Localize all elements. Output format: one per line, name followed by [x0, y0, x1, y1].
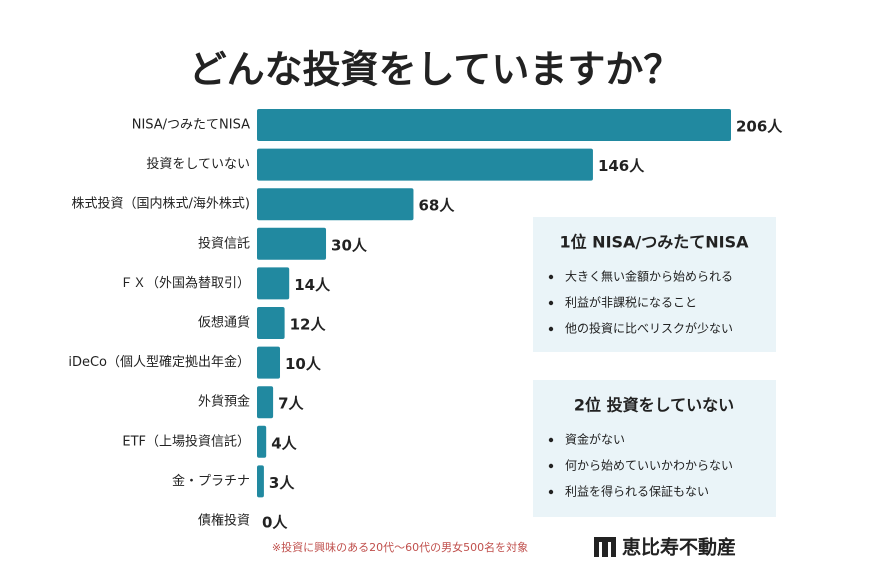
value-label: 14人: [294, 276, 331, 294]
note-item: 何から始めていいかわからない: [565, 459, 733, 473]
bullet: [548, 463, 554, 469]
value-label: 7人: [278, 395, 304, 413]
note-item: 大きく無い金額から始められる: [565, 269, 733, 284]
bullet: [548, 437, 554, 443]
value-label: 4人: [271, 434, 297, 452]
note-item: 利益を得られる保証もない: [565, 484, 709, 499]
note-title: 2位 投資をしていない: [574, 396, 734, 415]
category-label: 金・プラチナ: [172, 473, 250, 489]
bullet: [548, 274, 554, 280]
value-label: 206人: [736, 118, 783, 136]
bar: [257, 267, 290, 300]
category-label: 投資信託: [198, 235, 250, 251]
bar: [257, 188, 414, 221]
category-label: 債権投資: [198, 513, 250, 529]
category-label: 外貨預金: [198, 394, 250, 410]
logo-icon: [594, 537, 616, 557]
bar: [257, 109, 731, 141]
value-label: 146人: [598, 157, 645, 175]
note-box: [533, 217, 776, 352]
bar: [257, 307, 285, 339]
value-label: 68人: [418, 197, 455, 215]
category-label: 株式投資（国内株式/海外株式): [72, 196, 250, 212]
bar: [257, 425, 267, 458]
category-label: ETF（上場投資信託）: [122, 433, 250, 449]
category-label: ＦＸ（外国為替取引）: [120, 275, 250, 291]
value-label: 3人: [269, 474, 295, 492]
bar: [257, 386, 274, 419]
value-label: 12人: [290, 316, 327, 334]
note-title: 1位 NISA/つみたてNISA: [559, 233, 749, 252]
bullet: [548, 300, 554, 306]
footnote: ※投資に興味のある20代〜60代の男女500名を対象: [272, 540, 528, 554]
bar: [257, 148, 593, 181]
chart-title: どんな投資をしていますか？: [189, 48, 682, 92]
value-label: 0人: [262, 514, 288, 532]
note-box: [533, 380, 776, 517]
category-label: 仮想通貨: [198, 315, 250, 331]
bar: [257, 465, 264, 498]
note-item: 資金がない: [565, 432, 625, 447]
bar: [257, 227, 327, 260]
note-item: 利益が非課税になること: [565, 295, 697, 310]
category-label: iDeCo（個人型確定拠出年金）: [68, 354, 250, 370]
bullet: [548, 489, 554, 495]
bar: [257, 346, 281, 379]
value-label: 10人: [285, 355, 322, 373]
logo: 恵比寿不動産: [622, 536, 736, 559]
category-label: NISA/つみたてNISA: [132, 118, 250, 133]
note-item: 他の投資に比べリスクが少ない: [565, 321, 733, 336]
value-label: 30人: [331, 236, 368, 254]
category-label: 投資をしていない: [146, 156, 250, 172]
bullet: [548, 326, 554, 332]
